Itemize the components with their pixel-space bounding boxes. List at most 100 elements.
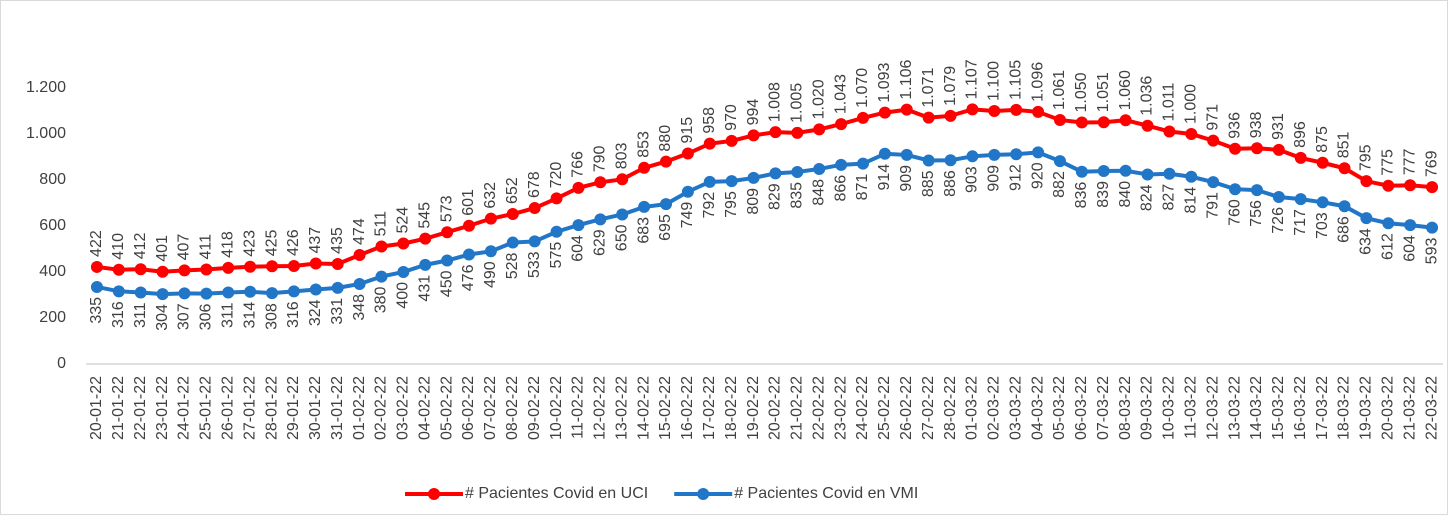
data-label: 1.105 — [1007, 60, 1024, 100]
data-label: 316 — [110, 301, 127, 328]
x-tick-label: 05-03-22 — [1051, 376, 1068, 440]
data-point — [1272, 143, 1285, 156]
data-point — [1294, 151, 1307, 164]
data-label: 795 — [1358, 144, 1375, 171]
data-point — [1010, 103, 1023, 116]
data-point — [1163, 125, 1176, 138]
data-point — [769, 167, 782, 180]
data-label: 882 — [1051, 171, 1068, 198]
data-label: 836 — [1073, 182, 1090, 209]
data-label: 686 — [1336, 216, 1353, 243]
data-label: 994 — [745, 99, 762, 126]
data-point — [681, 185, 694, 198]
x-tick-label: 23-02-22 — [832, 376, 849, 440]
data-label: 814 — [1183, 187, 1200, 214]
data-label: 920 — [1029, 162, 1046, 189]
data-label: 474 — [351, 218, 368, 245]
data-label: 726 — [1270, 207, 1287, 234]
x-tick-label: 25-01-22 — [198, 376, 215, 440]
data-point — [112, 263, 125, 276]
data-label: 435 — [329, 227, 346, 254]
data-label: 678 — [526, 171, 543, 198]
data-point — [572, 181, 585, 194]
data-point — [156, 265, 169, 278]
data-label: 604 — [1401, 235, 1418, 262]
data-label: 1.011 — [1161, 83, 1178, 122]
data-label: 407 — [176, 234, 193, 261]
data-point — [922, 154, 935, 167]
data-label: 720 — [548, 162, 565, 189]
data-point — [463, 248, 476, 261]
data-point — [1316, 196, 1329, 209]
data-label: 848 — [810, 179, 827, 206]
data-label: 545 — [416, 202, 433, 229]
data-point — [1075, 165, 1088, 178]
data-point — [813, 123, 826, 136]
x-tick-label: 08-02-22 — [504, 376, 521, 440]
data-point — [134, 263, 147, 276]
data-point — [725, 175, 738, 188]
x-tick-label: 16-02-22 — [679, 376, 696, 440]
x-tick-label: 04-02-22 — [416, 376, 433, 440]
data-label: 717 — [1292, 209, 1309, 236]
data-point — [222, 286, 235, 299]
data-label: 418 — [219, 231, 236, 258]
data-point — [1229, 142, 1242, 155]
data-point — [200, 287, 213, 300]
data-label: 1.107 — [964, 59, 981, 99]
x-tick-label: 28-02-22 — [942, 376, 959, 440]
data-label: 683 — [635, 217, 652, 244]
data-label: 851 — [1336, 131, 1353, 158]
x-tick-label: 02-02-22 — [373, 376, 390, 440]
x-tick-label: 14-02-22 — [635, 376, 652, 440]
data-point — [331, 257, 344, 270]
data-label: 311 — [219, 302, 236, 328]
data-point — [331, 281, 344, 294]
data-point — [966, 103, 979, 116]
data-label: 875 — [1314, 126, 1331, 153]
y-tick-label: 1.000 — [26, 125, 66, 142]
data-point — [616, 208, 629, 221]
data-point — [484, 212, 497, 225]
x-tick-label: 01-03-22 — [964, 376, 981, 440]
data-label: 426 — [285, 229, 302, 256]
data-label: 490 — [482, 261, 499, 288]
data-point — [244, 285, 257, 298]
data-label: 1.060 — [1117, 70, 1134, 110]
data-label: 306 — [198, 304, 215, 331]
x-tick-label: 12-03-22 — [1204, 376, 1221, 440]
data-point — [441, 226, 454, 239]
data-point — [900, 103, 913, 116]
data-label: 809 — [745, 188, 762, 215]
x-tick-label: 21-01-22 — [110, 376, 127, 440]
data-point — [747, 129, 760, 142]
x-tick-label: 21-02-22 — [789, 376, 806, 440]
data-point — [1338, 162, 1351, 175]
x-tick-label: 31-01-22 — [329, 376, 346, 440]
data-point — [1382, 179, 1395, 192]
data-label: 612 — [1380, 233, 1397, 260]
data-point — [1294, 193, 1307, 206]
data-point — [703, 137, 716, 150]
data-point — [1207, 176, 1220, 189]
data-label: 431 — [416, 275, 433, 302]
data-point — [638, 161, 651, 174]
x-tick-label: 27-02-22 — [920, 376, 937, 440]
data-point — [856, 157, 869, 170]
data-label: 903 — [964, 166, 981, 193]
legend-marker — [697, 488, 710, 500]
x-tick-label: 02-03-22 — [986, 376, 1003, 440]
x-tick-label: 24-02-22 — [854, 376, 871, 440]
data-point — [528, 202, 541, 215]
data-label: 1.043 — [832, 74, 849, 114]
data-point — [1141, 119, 1154, 132]
data-label: 650 — [613, 224, 630, 251]
x-tick-label: 13-03-22 — [1226, 376, 1243, 440]
x-tick-label: 13-02-22 — [613, 376, 630, 440]
data-label: 425 — [263, 229, 280, 256]
data-label: 824 — [1139, 184, 1156, 211]
data-label: 1.070 — [854, 68, 871, 108]
data-label: 314 — [241, 302, 258, 329]
x-tick-label: 07-03-22 — [1095, 376, 1112, 440]
